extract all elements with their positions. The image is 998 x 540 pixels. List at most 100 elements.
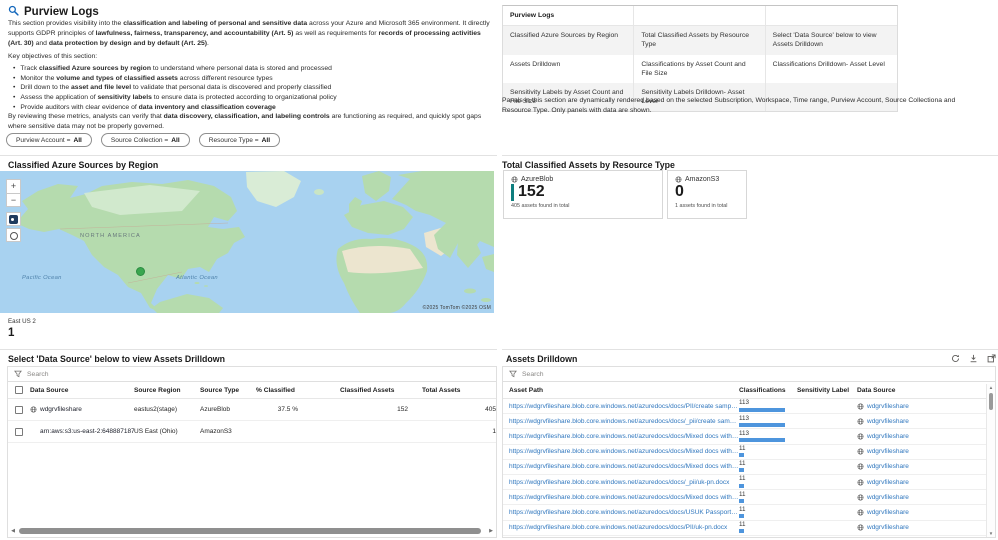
table-row[interactable]: https://wdgrvfileshare.blob.core.windows…: [503, 399, 986, 415]
column-header[interactable]: Classified Assets: [340, 386, 395, 394]
data-source-link[interactable]: wdgrvfileshare: [867, 402, 909, 410]
data-source-link[interactable]: wdgrvfileshare: [867, 508, 909, 516]
filter-icon: [14, 370, 22, 378]
resource-tile-amazons3[interactable]: AmazonS3 0 1 assets found in total: [667, 170, 747, 219]
map-region-count: 1: [8, 327, 15, 339]
scroll-down-arrow[interactable]: ▼: [988, 531, 994, 536]
asset-path-link[interactable]: https://wdgrvfileshare.blob.core.windows…: [509, 493, 739, 501]
popout-icon[interactable]: [987, 354, 996, 363]
classifications-count: 113: [739, 399, 750, 407]
map-zoom-out-button[interactable]: −: [6, 193, 21, 207]
datasource-name[interactable]: arn:aws:s3:us-east-2:6488871871...: [40, 428, 134, 435]
table-row[interactable]: https://wdgrvfileshare.blob.core.windows…: [503, 505, 986, 521]
table-row[interactable]: https://wdgrvfileshare.blob.core.windows…: [503, 474, 986, 491]
data-source-link[interactable]: wdgrvfileshare: [867, 478, 909, 486]
asset-path-link[interactable]: https://wdgrvfileshare.blob.core.windows…: [509, 432, 739, 440]
data-source-cell: wdgrvfileshare: [857, 524, 986, 531]
assets-search-bar: [503, 367, 995, 382]
table-row[interactable]: https://wdgrvfileshare.blob.core.windows…: [503, 444, 986, 460]
vscroll-thumb[interactable]: [989, 393, 993, 410]
datasource-panel: Data Source Source Region Source Type % Cla…: [7, 366, 497, 538]
hscroll-thumb[interactable]: [19, 528, 481, 534]
asset-path-link[interactable]: https://wdgrvfileshare.blob.core.windows…: [509, 417, 739, 425]
asset-path-link[interactable]: https://wdgrvfileshare.blob.core.windows…: [509, 402, 739, 410]
world-map[interactable]: NORTH AMERICA Pacific Ocean Atlantic Oce…: [0, 171, 494, 313]
select-all-checkbox[interactable]: [15, 386, 23, 394]
filter-label: Resource Type =: [208, 136, 259, 144]
asset-path-link[interactable]: https://wdgrvfileshare.blob.core.windows…: [509, 478, 730, 486]
map-marker-east-us-2[interactable]: [136, 267, 145, 276]
asset-path-link[interactable]: https://wdgrvfileshare.blob.core.windows…: [509, 463, 739, 471]
map-reset-button[interactable]: [6, 228, 21, 242]
objective-text: Track classified Azure sources by region…: [20, 65, 332, 72]
data-source-link[interactable]: wdgrvfileshare: [867, 417, 909, 425]
table-row[interactable]: https://wdgrvfileshare.blob.core.windows…: [503, 429, 986, 445]
data-source-link[interactable]: wdgrvfileshare: [867, 524, 909, 532]
datasource-name[interactable]: wdgrvfileshare: [40, 406, 82, 413]
column-header[interactable]: Data Source: [857, 386, 896, 394]
vertical-scrollbar: ▲ ▼: [986, 384, 995, 537]
data-source-link[interactable]: wdgrvfileshare: [867, 432, 909, 440]
column-header[interactable]: Classifications: [739, 386, 786, 394]
asset-path-link[interactable]: https://wdgrvfileshare.blob.core.windows…: [509, 448, 739, 456]
table-row[interactable]: arn:aws:s3:us-east-2:6488871871... US Eas…: [8, 421, 496, 443]
magnifier-icon: [8, 3, 19, 21]
map-zoom-in-button[interactable]: +: [6, 179, 21, 193]
filter-pill[interactable]: Source Collection = All: [100, 133, 190, 147]
column-header[interactable]: Source Region: [134, 386, 181, 394]
tile-name: AzureBlob: [521, 176, 554, 183]
globe-icon: [857, 463, 864, 470]
table-row[interactable]: https://wdgrvfileshare.blob.core.windows…: [503, 490, 986, 506]
tiles-section-title: Total Classified Assets by Resource Type: [502, 155, 998, 170]
globe-icon: [857, 448, 864, 455]
refresh-icon[interactable]: [951, 354, 960, 363]
row-checkbox[interactable]: [15, 427, 23, 436]
classifications-count: 11: [739, 460, 746, 468]
header-checkbox-cell: [8, 386, 30, 394]
cell-total-assets: 1: [492, 428, 496, 435]
data-source-link[interactable]: wdgrvfileshare: [867, 493, 909, 501]
data-source-cell: wdgrvfileshare: [857, 448, 986, 455]
table-row[interactable]: https://wdgrvfileshare.blob.core.windows…: [503, 520, 986, 536]
resource-tile-azureblob[interactable]: AzureBlob 152 405 assets found in total: [503, 170, 663, 219]
matrix-cell: Assets Drilldown: [503, 54, 635, 83]
scroll-right-arrow[interactable]: ▶: [489, 528, 493, 534]
asset-path-link[interactable]: https://wdgrvfileshare.blob.core.windows…: [509, 524, 728, 532]
column-header[interactable]: Sensitivity Label: [797, 386, 850, 394]
bullet-icon: •: [13, 65, 16, 72]
filter-pill[interactable]: Resource Type = All: [198, 133, 281, 147]
column-header[interactable]: Source Type: [200, 386, 240, 394]
objective-text: Assess the application of sensitivity la…: [20, 93, 337, 101]
table-row[interactable]: wdgrvfileshare eastus2(stage) AzureBlob 37.…: [8, 399, 496, 421]
map-label-north-america: NORTH AMERICA: [80, 233, 141, 239]
data-source-link[interactable]: wdgrvfileshare: [867, 463, 909, 471]
column-header[interactable]: Total Assets: [422, 386, 461, 394]
datasource-search-input[interactable]: [27, 370, 490, 378]
filter-pill[interactable]: Purview Account = All: [6, 133, 92, 147]
map-style-button[interactable]: [6, 212, 21, 226]
matrix-cell: [765, 6, 897, 27]
objective-item: • Monitor the volume and types of classif…: [13, 74, 489, 84]
globe-icon: [857, 418, 864, 425]
datasource-name-cell: wdgrvfileshare: [30, 406, 134, 413]
map-style-icon: [9, 215, 18, 224]
table-row[interactable]: https://wdgrvfileshare.blob.core.windows…: [503, 414, 986, 430]
classifications-cell: 11: [739, 476, 797, 488]
column-header[interactable]: Data Source: [30, 386, 69, 394]
data-source-link[interactable]: wdgrvfileshare: [867, 448, 909, 456]
download-icon[interactable]: [969, 354, 978, 363]
asset-path-link[interactable]: https://wdgrvfileshare.blob.core.windows…: [509, 508, 739, 516]
assets-search-input[interactable]: [522, 370, 989, 378]
row-checkbox[interactable]: [15, 405, 23, 414]
datasource-grid: Data Source Source Region Source Type % Cla…: [8, 382, 496, 443]
scroll-left-arrow[interactable]: ◀: [11, 528, 15, 534]
matrix-cell: Sensitivity Labels Drilldown- Asset Leve…: [634, 82, 766, 112]
overview-matrix-table: Purview Logs Classified Azure Sources by …: [502, 5, 898, 113]
objective-text: Monitor the volume and types of classifi…: [20, 74, 273, 82]
classifications-bar: [739, 498, 744, 503]
table-row[interactable]: https://wdgrvfileshare.blob.core.windows…: [503, 459, 986, 475]
globe-icon: [857, 494, 864, 501]
column-header[interactable]: Asset Path: [509, 386, 544, 394]
column-header[interactable]: % Classified: [256, 386, 295, 394]
scroll-up-arrow[interactable]: ▲: [988, 385, 994, 390]
